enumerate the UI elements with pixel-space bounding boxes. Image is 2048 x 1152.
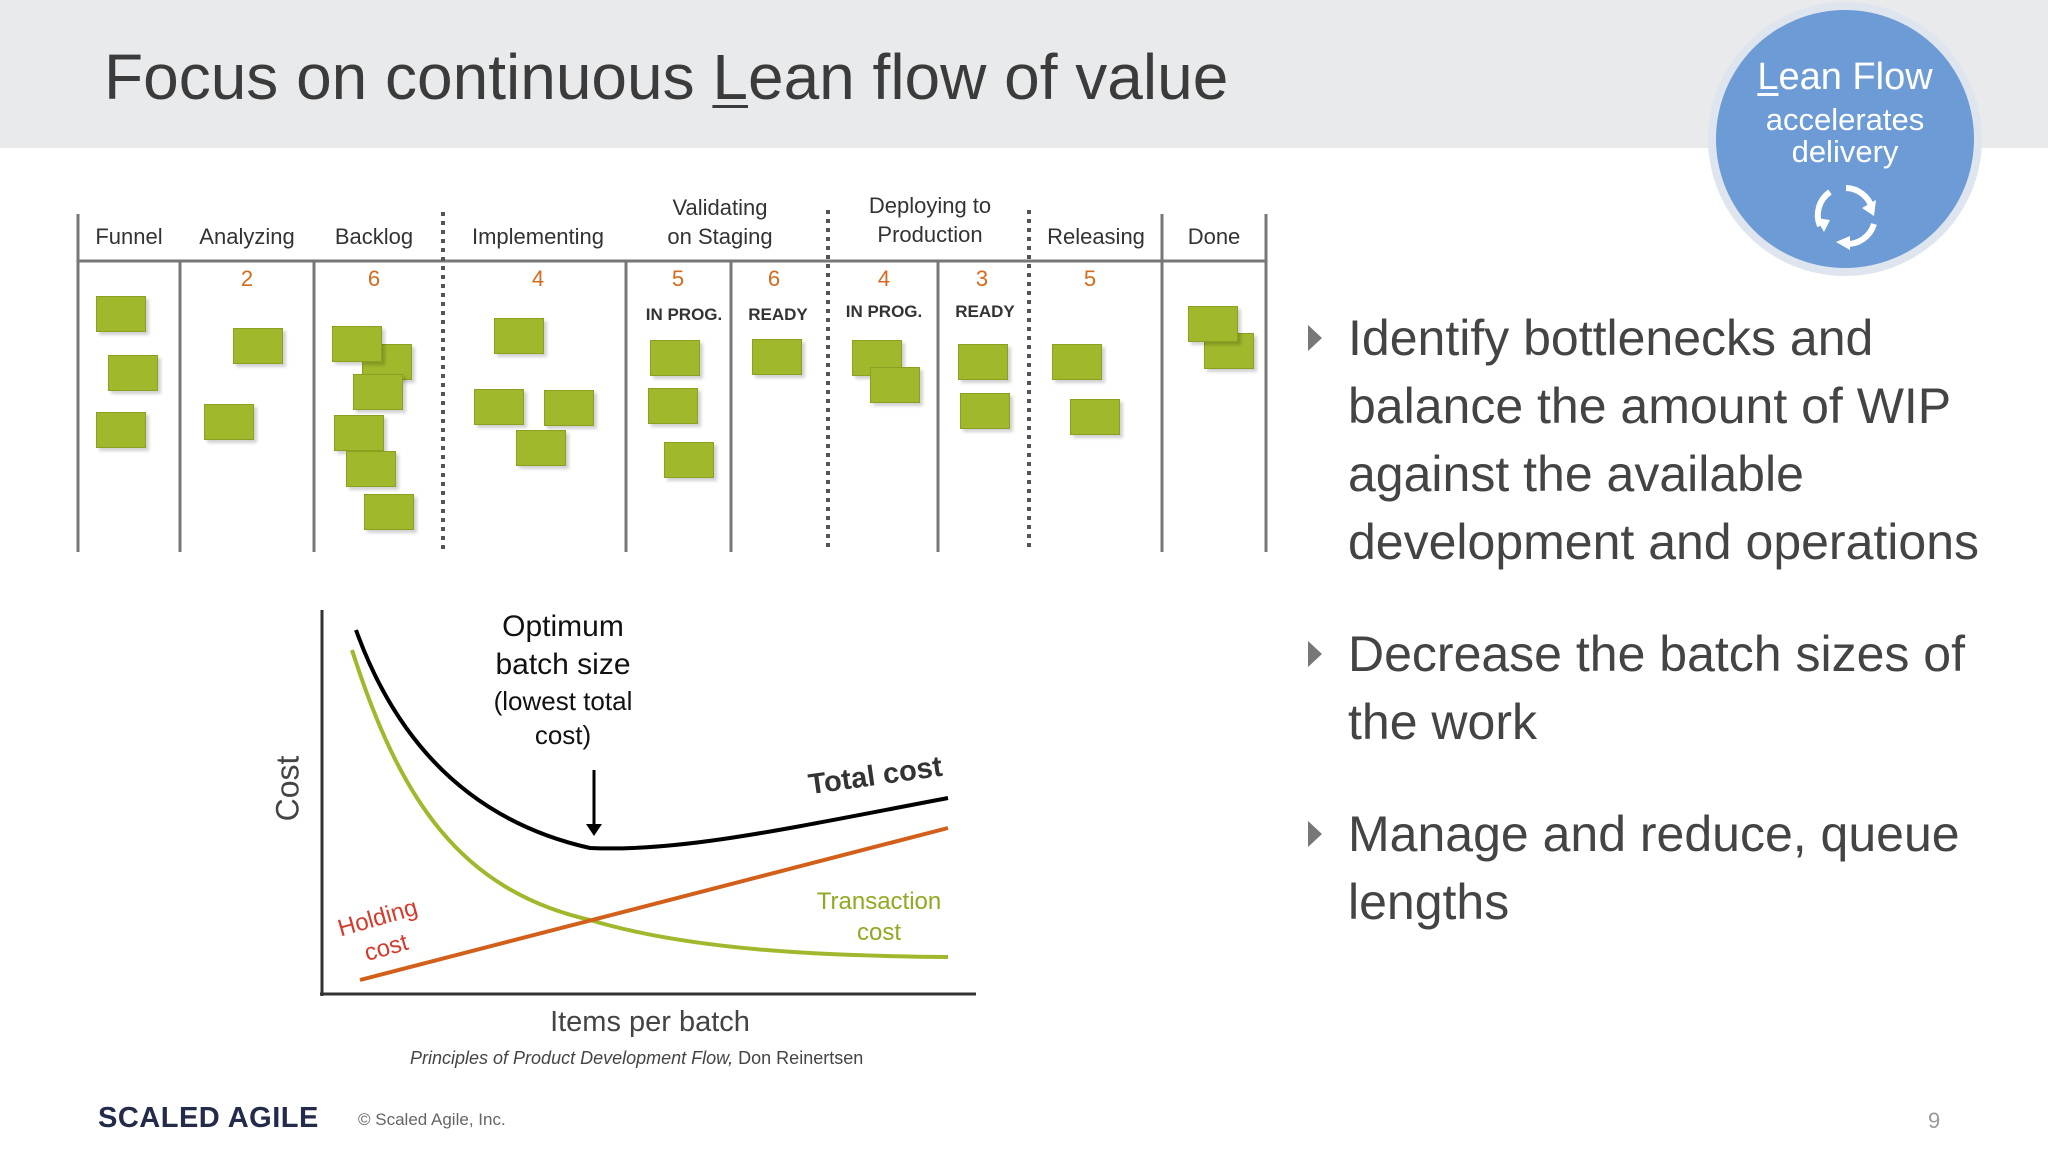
series-line-total-cost (354, 629, 949, 851)
chart-plot (320, 610, 976, 996)
refresh-cycle-icon (1814, 185, 1877, 250)
kanban-board: Funnel Analyzing Backlog Implementing Va… (0, 0, 1300, 580)
kanban-card (664, 442, 714, 478)
kanban-card (870, 367, 920, 403)
kanban-card (474, 389, 524, 425)
kanban-card (1188, 306, 1238, 342)
kanban-card (334, 415, 384, 451)
wip-limit-implementing: 4 (531, 266, 545, 291)
wip-limit-analyzing: 2 (240, 266, 254, 291)
wip-limit-validating-ready: 6 (767, 266, 781, 291)
wip-limit-deploying-ready: 3 (975, 266, 989, 291)
copyright-text: © Scaled Agile, Inc. (358, 1110, 506, 1129)
bullet-arrow-icon (1308, 821, 1322, 847)
kanban-card (1052, 344, 1102, 380)
column-done: Done (1187, 224, 1241, 249)
badge-title: Lean Flow (1757, 56, 1933, 98)
wip-limit-validating-inprog: 5 (671, 266, 685, 291)
series-line-holding-cost (359, 826, 949, 982)
kanban-card (544, 390, 594, 426)
column-funnel: Funnel (95, 224, 163, 249)
lean-flow-badge: Lean Flow accelerates delivery (1716, 10, 1974, 268)
batch-size-chart: Cost Items per batch Optimum batch size … (260, 600, 1020, 1038)
column-releasing: Releasing (1047, 224, 1145, 249)
column-deploying: Deploying to Production (868, 193, 992, 247)
kanban-grid (76, 210, 1268, 552)
kanban-card (204, 404, 254, 440)
kanban-card (960, 393, 1010, 429)
wip-limit-releasing: 5 (1083, 266, 1097, 291)
bullet-item: Identify bottlenecks and balance the amo… (1304, 304, 2024, 576)
optimum-annotation: Optimum batch size (lowest total cost) (493, 610, 633, 750)
bullet-item: Manage and reduce, queue lengths (1304, 800, 2024, 936)
badge-subtitle: accelerates delivery (1765, 102, 1925, 169)
kanban-card (332, 326, 382, 362)
wip-limit-backlog: 6 (367, 266, 381, 291)
kanban-card (364, 494, 414, 530)
kanban-card (516, 430, 566, 466)
bullet-list: Identify bottlenecks and balance the amo… (1304, 304, 2024, 980)
bullet-arrow-icon (1308, 325, 1322, 351)
wip-limit-deploying-inprog: 4 (877, 266, 891, 291)
sub-label-ready: READY (955, 302, 1015, 321)
kanban-card (233, 328, 283, 364)
page-number: 9 (1928, 1108, 1941, 1133)
column-backlog: Backlog (334, 224, 414, 249)
optimum-arrow-head (586, 824, 602, 836)
kanban-card (1070, 399, 1120, 435)
kanban-card (648, 388, 698, 424)
kanban-card (96, 412, 146, 448)
column-implementing: Implementing (471, 224, 605, 249)
scaled-agile-logo: SCALED AGILE (98, 1102, 319, 1134)
kanban-card (752, 339, 802, 375)
kanban-card (958, 344, 1008, 380)
kanban-card (96, 296, 146, 332)
series-label-transaction-cost: Transaction cost (816, 888, 942, 946)
kanban-card (650, 340, 700, 376)
column-validating: Validating on Staging (667, 195, 773, 249)
bullet-item: Decrease the batch sizes of the work (1304, 620, 2024, 756)
column-analyzing: Analyzing (199, 224, 295, 249)
y-axis-label: Cost (269, 755, 306, 822)
kanban-card (494, 318, 544, 354)
kanban-card (108, 355, 158, 391)
header-bar (0, 0, 2048, 148)
sub-label-in-progress: IN PROG. (845, 302, 923, 321)
kanban-card (346, 451, 396, 487)
kanban-card (353, 374, 403, 410)
x-axis-label: Items per batch (550, 1006, 750, 1038)
bullet-arrow-icon (1308, 641, 1322, 667)
page-title: Focus on continuous Lean flow of value (104, 41, 1229, 113)
sub-label-in-progress: IN PROG. (645, 305, 723, 324)
source-citation: Principles of Product Development Flow, … (410, 1048, 864, 1068)
sub-label-ready: READY (748, 305, 808, 324)
